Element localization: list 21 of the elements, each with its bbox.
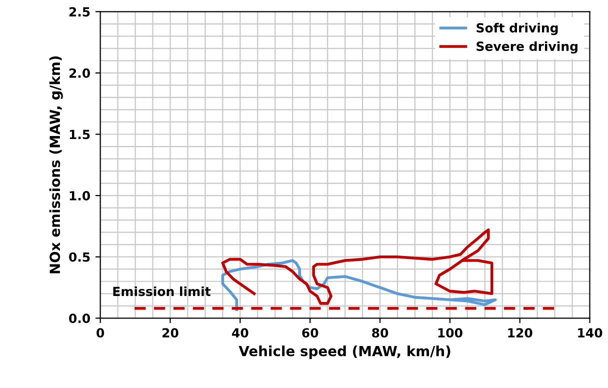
y-axis-title: NOx emissions (MAW, g/km) bbox=[49, 56, 63, 274]
x-tick-label: 0 bbox=[96, 328, 104, 338]
y-tick-label: 2.0 bbox=[69, 68, 90, 78]
line-series bbox=[221, 259, 497, 311]
x-tick-label: 40 bbox=[232, 328, 248, 338]
line-series bbox=[221, 228, 494, 305]
y-tick-label: 0.5 bbox=[69, 252, 90, 262]
x-tick-label: 120 bbox=[508, 328, 532, 338]
x-tick-label: 80 bbox=[372, 328, 388, 338]
y-tick-label: 2.5 bbox=[69, 7, 90, 17]
x-tick-label: 20 bbox=[162, 328, 178, 338]
y-tick-label: 1.5 bbox=[70, 130, 90, 140]
y-tick-label: 1.0 bbox=[70, 191, 90, 200]
x-tick-label: 60 bbox=[302, 328, 318, 338]
ref-line-label: Emission limit bbox=[113, 286, 211, 296]
x-axis-title: Vehicle speed (MAW, km/h) bbox=[238, 346, 450, 359]
legend-label: Severe driving bbox=[476, 41, 578, 54]
x-tick-label: 100 bbox=[438, 328, 462, 338]
x-tick-label: 140 bbox=[578, 328, 602, 338]
legend-label: Soft driving bbox=[476, 22, 558, 36]
y-tick-label: 0.0 bbox=[69, 314, 90, 324]
